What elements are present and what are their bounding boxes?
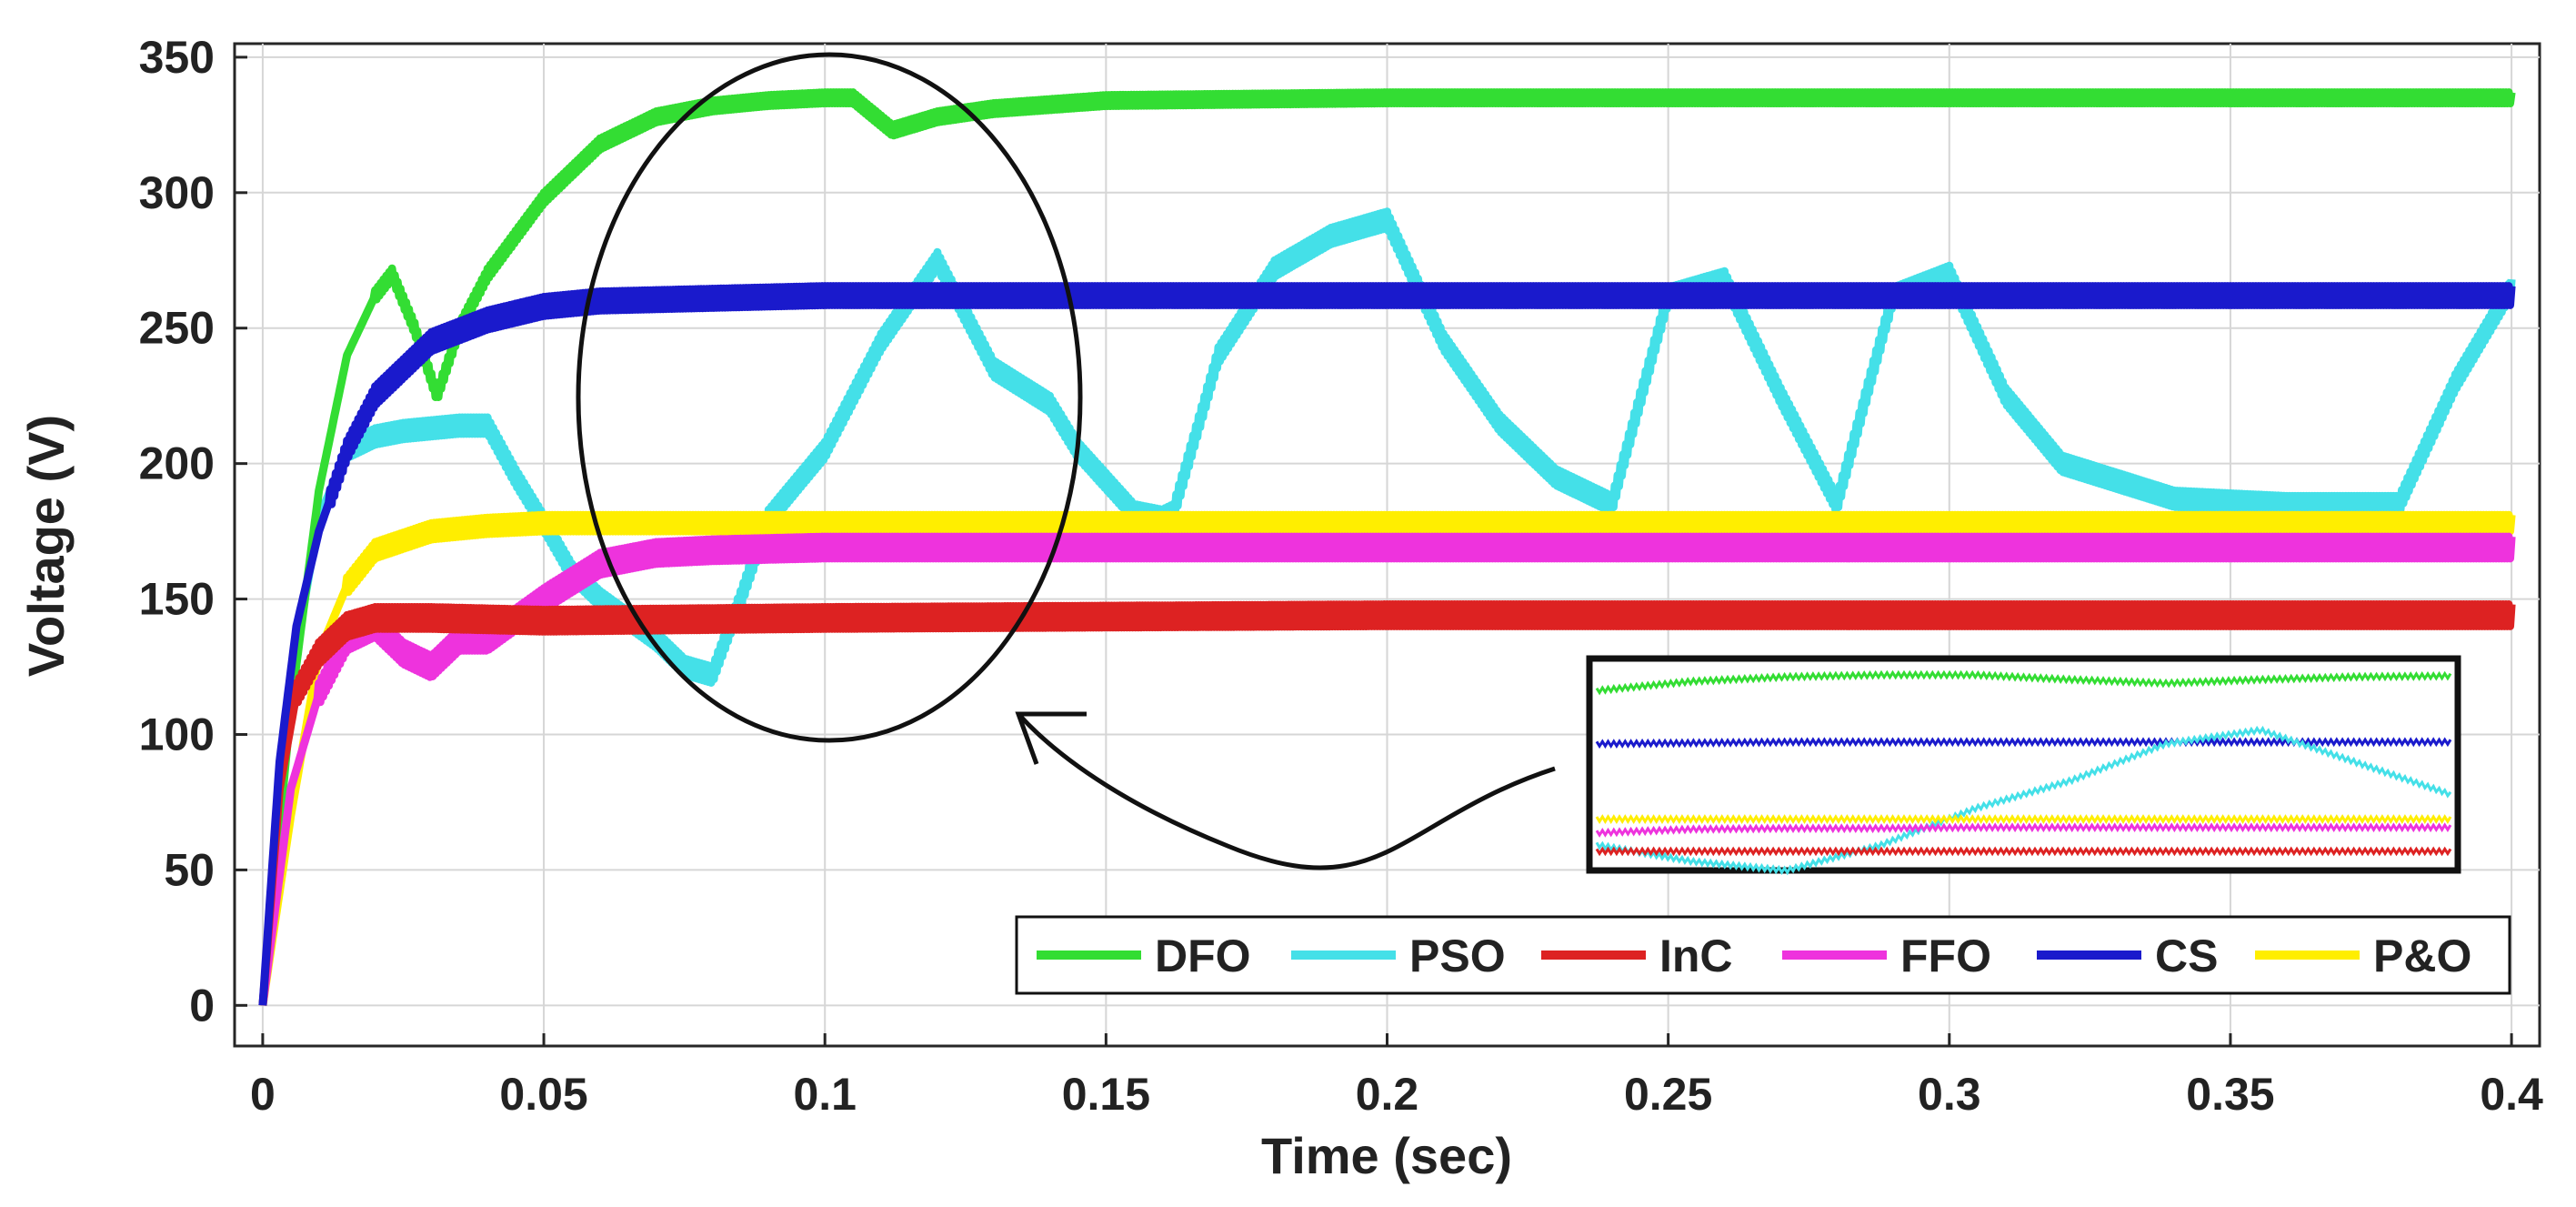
annotation-arrow-head	[1015, 711, 1087, 765]
annotation-arrow-curve	[1017, 712, 1556, 870]
series-line-dfo	[258, 88, 2516, 1006]
series-line-p-o	[258, 510, 2516, 1006]
x-tick-label: 0.3	[1918, 1069, 1981, 1120]
grid	[235, 44, 2540, 1046]
inset-frame	[1586, 655, 2461, 874]
inset-line-pso	[1595, 725, 2452, 876]
legend-item-dfo: DFO	[1037, 930, 1251, 981]
legend-item-cs: CS	[2037, 930, 2218, 981]
legend-item-ffo: FFO	[1782, 930, 1991, 981]
series-line-cs	[258, 282, 2516, 1006]
inset-line-inc	[1595, 846, 2452, 857]
legend-label: PSO	[1409, 930, 1506, 981]
x-tick-label: 0.2	[1356, 1069, 1419, 1120]
x-tick-label: 0.05	[499, 1069, 587, 1120]
y-axis-label: Voltage (V)	[17, 415, 75, 677]
series-line-ffo	[258, 532, 2516, 1006]
legend-label: FFO	[1900, 930, 1991, 981]
legend: DFO PSO InC FFO CS P&O	[1015, 915, 2511, 995]
x-tick-label: 0.4	[2480, 1069, 2543, 1120]
y-tick-label: 250	[139, 303, 215, 354]
legend-label: InC	[1659, 930, 1733, 981]
highlight-ellipse	[576, 52, 1083, 743]
x-tick-label: 0	[250, 1069, 276, 1120]
inset-line-ffo	[1595, 822, 2452, 838]
y-tick-label: 0	[189, 980, 215, 1031]
y-tick-label: 350	[139, 32, 215, 83]
axis-ticks: 0 0.05 0.1 0.15 0.2 0.25 0.3 0.35 0.4 0 50 100 150 20…	[139, 32, 2543, 1120]
x-tick-label: 0.25	[1624, 1069, 1712, 1120]
inset-line-dfo	[1595, 669, 2452, 696]
y-tick-label: 200	[139, 438, 215, 489]
y-tick-label: 150	[139, 574, 215, 625]
legend-label: P&O	[2373, 930, 2471, 981]
legend-label: CS	[2155, 930, 2218, 981]
series-line-inc	[258, 600, 2516, 1006]
x-tick-label: 0.35	[2186, 1069, 2274, 1120]
y-tick-label: 100	[139, 709, 215, 759]
inset-line-p-o	[1595, 814, 2452, 824]
y-tick-label: 300	[139, 167, 215, 218]
legend-label: DFO	[1155, 930, 1251, 981]
legend-items: DFO PSO InC FFO CS P&O	[1037, 930, 2471, 981]
series-lines	[258, 88, 2516, 1006]
y-tick-label: 50	[164, 844, 215, 895]
legend-item-p-o: P&O	[2255, 930, 2471, 981]
legend-item-inc: InC	[1541, 930, 1733, 981]
x-tick-label: 0.15	[1062, 1069, 1150, 1120]
x-tick-label: 0.1	[793, 1069, 857, 1120]
inset-line-cs	[1595, 737, 2452, 749]
zoom-inset	[1586, 655, 2461, 876]
legend-item-pso: PSO	[1291, 930, 1506, 981]
x-axis-label: Time (sec)	[1261, 1127, 1512, 1184]
inset-series-lines	[1595, 669, 2452, 876]
